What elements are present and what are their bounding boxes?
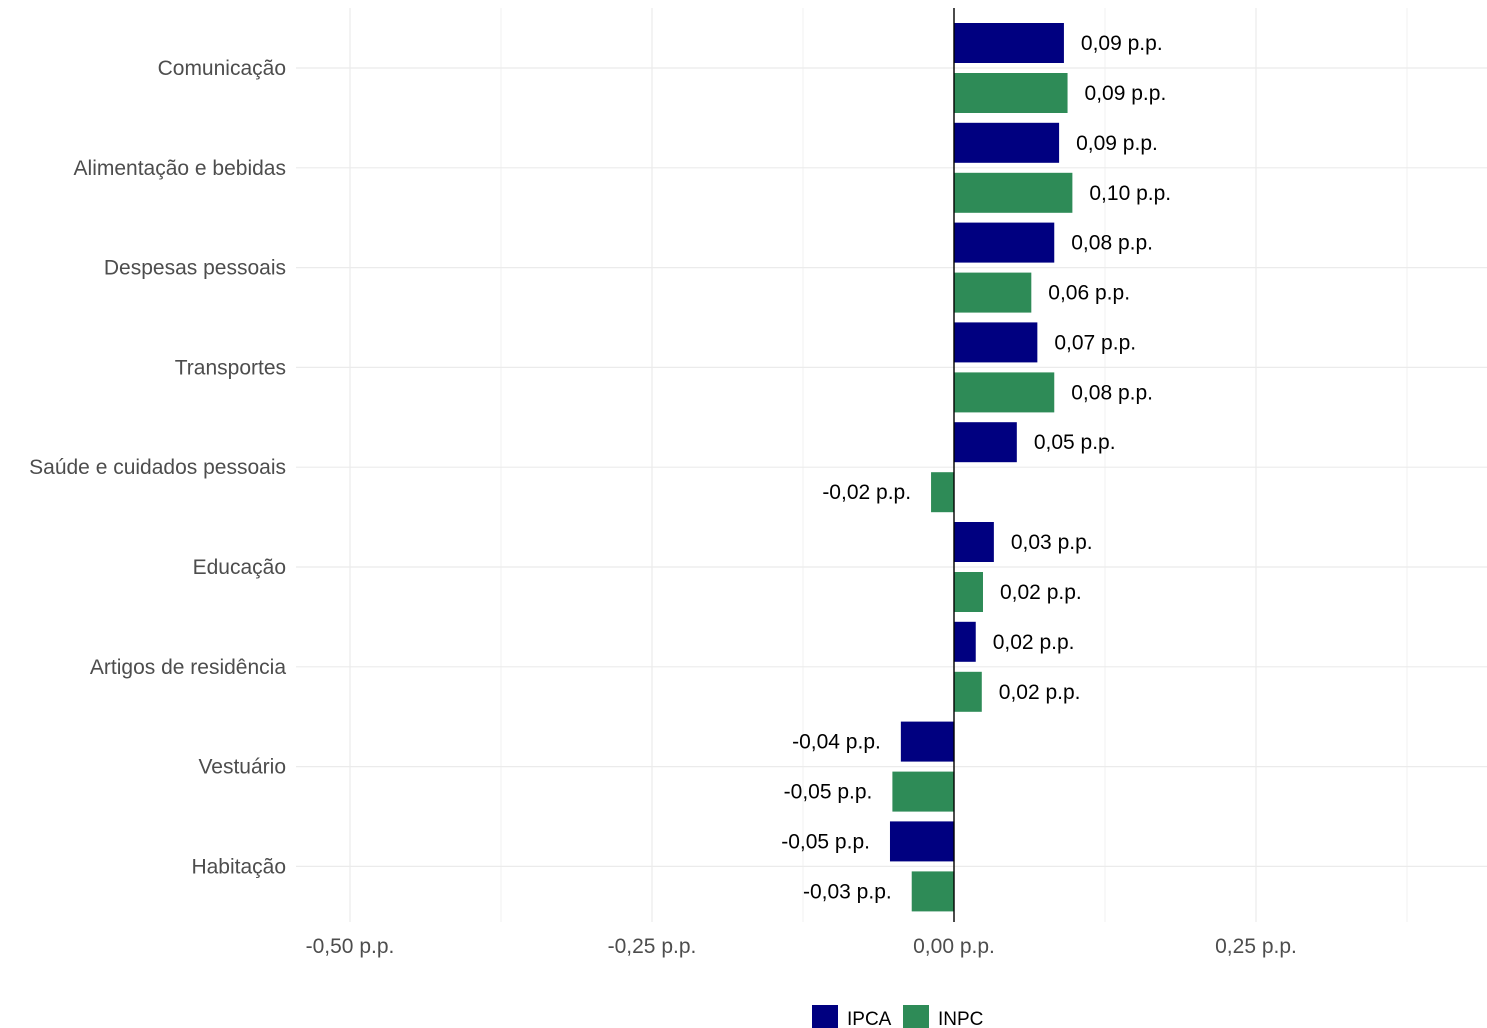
- category-label: Despesas pessoais: [104, 257, 286, 280]
- data-label-inpc: -0,02 p.p.: [822, 481, 911, 504]
- bar-ipca: [889, 821, 954, 862]
- category-label: Habitação: [191, 855, 286, 878]
- data-label-inpc: 0,02 p.p.: [1000, 581, 1082, 604]
- data-label-inpc: 0,02 p.p.: [999, 681, 1081, 704]
- x-tick-label: -0,25 p.p.: [608, 935, 697, 958]
- data-label-inpc: 0,10 p.p.: [1089, 182, 1171, 205]
- bar-inpc: [954, 572, 983, 612]
- data-label-inpc: 0,09 p.p.: [1085, 82, 1167, 105]
- bar-inpc: [911, 871, 954, 912]
- bar-ipca: [954, 122, 1060, 163]
- legend-label-inpc: INPC: [938, 1009, 983, 1028]
- data-label-ipca: 0,07 p.p.: [1054, 331, 1136, 354]
- bar-inpc: [954, 73, 1068, 113]
- grid-lines: [296, 8, 1487, 922]
- data-label-ipca: 0,08 p.p.: [1071, 232, 1153, 255]
- legend-swatch-ipca: [812, 1005, 838, 1028]
- category-label: Saúde e cuidados pessoais: [29, 456, 286, 479]
- data-label-ipca: 0,05 p.p.: [1034, 431, 1116, 454]
- x-tick-label: 0,00 p.p.: [913, 935, 995, 958]
- bar-ipca: [954, 522, 994, 562]
- bar-ipca: [954, 422, 1017, 463]
- data-label-inpc: -0,03 p.p.: [803, 880, 892, 903]
- data-label-inpc: 0,06 p.p.: [1048, 282, 1130, 305]
- data-label-ipca: 0,02 p.p.: [993, 631, 1075, 654]
- data-label-ipca: 0,09 p.p.: [1081, 32, 1163, 55]
- bar-inpc: [954, 172, 1073, 213]
- bar-ipca: [954, 23, 1064, 63]
- bars: [889, 23, 1073, 912]
- bar-ipca: [954, 222, 1055, 263]
- data-label-inpc: -0,05 p.p.: [784, 781, 873, 804]
- data-label-ipca: 0,03 p.p.: [1011, 531, 1093, 554]
- category-label: Artigos de residência: [90, 656, 286, 679]
- x-tick-label: -0,50 p.p.: [306, 935, 395, 958]
- x-tick-labels: -0,50 p.p. -0,25 p.p. 0,00 p.p. 0,25 p.p.: [306, 935, 1297, 958]
- data-label-ipca: 0,09 p.p.: [1076, 132, 1158, 155]
- data-labels: 0,09 p.p. 0,09 p.p. 0,08 p.p. 0,07 p.p. 0,05…: [781, 32, 1171, 903]
- x-tick-label: 0,25 p.p.: [1215, 935, 1297, 958]
- category-label: Alimentação e bebidas: [74, 157, 286, 180]
- legend: IPCA INPC: [812, 1005, 983, 1028]
- data-label-inpc: 0,08 p.p.: [1071, 381, 1153, 404]
- data-label-ipca: -0,05 p.p.: [781, 830, 870, 853]
- legend-label-ipca: IPCA: [847, 1009, 892, 1028]
- category-label: Transportes: [175, 356, 286, 379]
- bar-ipca: [954, 322, 1038, 363]
- bar-inpc: [954, 272, 1032, 313]
- bar-ipca: [954, 621, 976, 662]
- bar-ipca: [900, 721, 954, 762]
- bar-inpc: [931, 472, 954, 513]
- category-label: Educação: [193, 556, 286, 579]
- bar-inpc: [954, 372, 1055, 413]
- category-label: Vestuário: [198, 756, 286, 779]
- data-label-ipca: -0,04 p.p.: [792, 731, 881, 754]
- bar-inpc: [954, 671, 982, 712]
- legend-swatch-inpc: [903, 1005, 929, 1028]
- bar-inpc: [892, 771, 954, 812]
- category-labels: Comunicação Alimentação e bebidas Despesas…: [29, 57, 286, 878]
- category-label: Comunicação: [158, 57, 286, 80]
